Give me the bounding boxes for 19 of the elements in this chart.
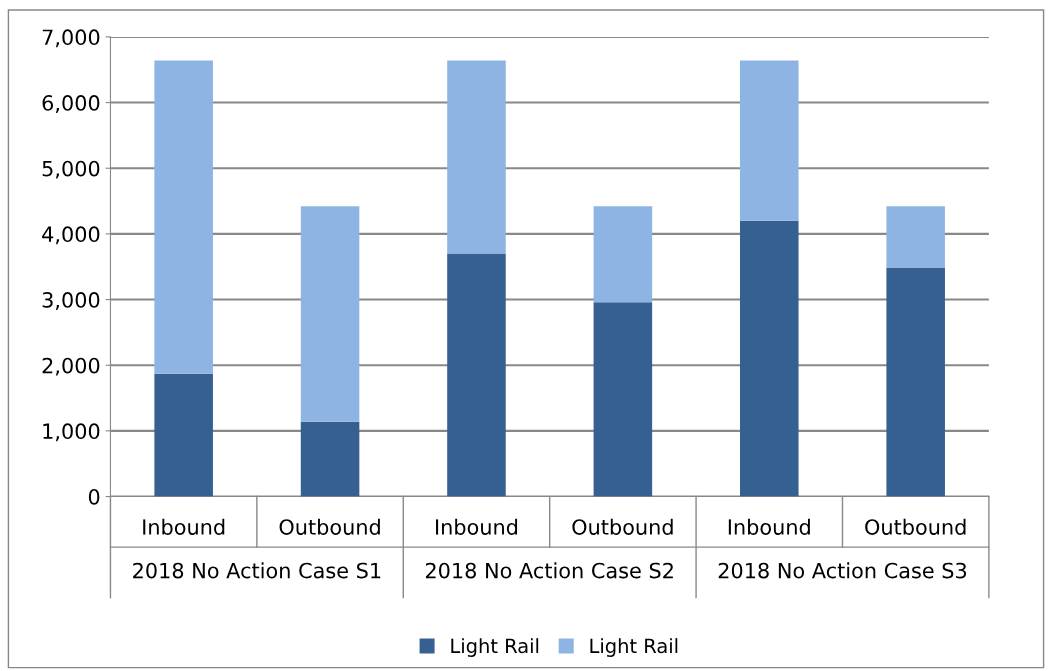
y-tick-label: 7,000 [42,29,100,48]
x-tick-label: Outbound [279,518,380,535]
y-tick-label: 2,000 [42,357,100,376]
legend-label: Light Rail [451,638,539,657]
text: 2018 No Action Case S3 [718,562,967,579]
x-tick-label: Outbound [865,518,966,535]
x-tick-label: Inbound [728,518,810,535]
text: 2018 No Action Case S2 [425,562,673,579]
y-tick-label: 5,000 [42,160,100,179]
x-tick-label: Inbound [143,518,225,535]
legend-label: Light Rail [590,638,678,657]
y-tick-label: 0 [88,488,100,505]
y-tick-label: 1,000 [43,423,100,442]
y-tick-label: 3,000 [42,292,100,310]
x-tick-label: Outbound [572,518,673,535]
y-tick-label: 4,000 [42,226,100,245]
y-tick-label: 6,000 [42,95,100,113]
x-tick-label: Inbound [436,518,518,535]
text: 2018 No Action Case S1 [133,562,381,579]
